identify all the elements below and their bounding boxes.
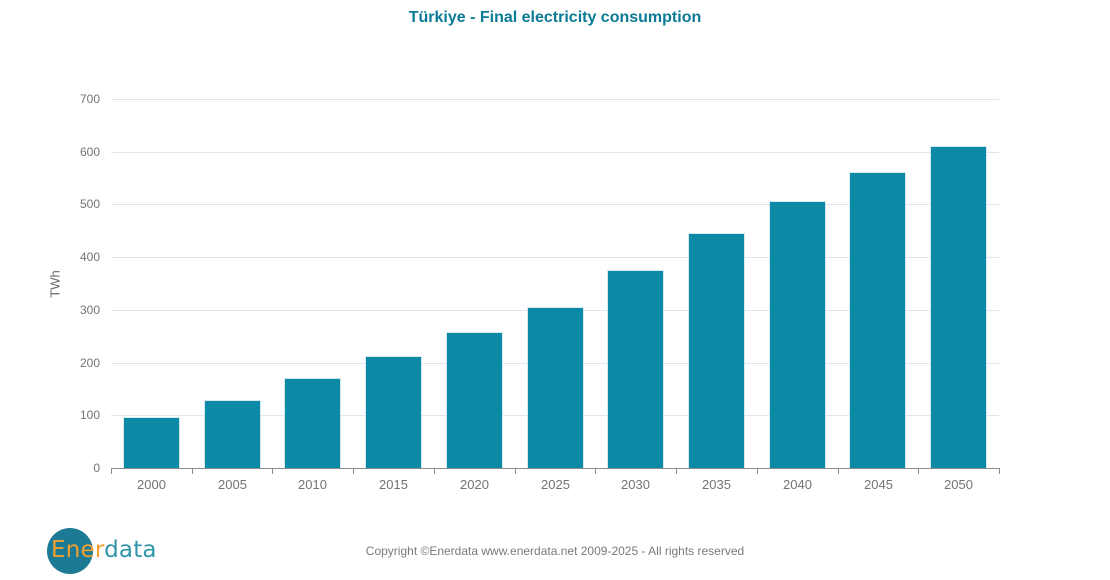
x-axis-tick: [353, 468, 354, 474]
y-axis-tick-label: 300: [79, 303, 100, 317]
y-axis-tick-label: 600: [79, 145, 100, 159]
x-axis-tick: [838, 468, 839, 474]
gridline-600: [111, 152, 999, 153]
chart-title: Türkiye - Final electricity consumption: [408, 9, 702, 26]
bar-2010[interactable]: [284, 378, 341, 468]
y-axis-tick-label: 0: [93, 461, 100, 475]
logo-text-ener: Ener: [51, 537, 105, 563]
x-axis-label-2010: 2010: [298, 477, 327, 492]
y-axis-tick-label: 700: [79, 92, 100, 106]
bar-2020[interactable]: [446, 332, 503, 468]
x-axis-label-2035: 2035: [702, 477, 731, 492]
x-axis-label-2030: 2030: [621, 477, 650, 492]
x-axis-label-2005: 2005: [218, 477, 247, 492]
x-axis-tick: [515, 468, 516, 474]
x-axis-tick: [111, 468, 112, 474]
copyright-text: Copyright ©Enerdata www.enerdata.net 200…: [365, 544, 745, 558]
x-axis-tick: [434, 468, 435, 474]
bar-2050[interactable]: [930, 146, 987, 468]
logo-text-data: data: [104, 537, 157, 563]
x-axis-label-2050: 2050: [944, 477, 973, 492]
x-axis-label-2015: 2015: [379, 477, 408, 492]
x-axis-tick: [918, 468, 919, 474]
y-axis-tick-label: 500: [79, 197, 100, 211]
x-axis-label-2040: 2040: [783, 477, 812, 492]
bar-2040[interactable]: [769, 201, 826, 468]
logo-text: Enerdata: [51, 537, 157, 563]
x-axis-tick: [676, 468, 677, 474]
x-axis-tick: [999, 468, 1000, 474]
x-axis-label-2000: 2000: [137, 477, 166, 492]
bar-2015[interactable]: [365, 356, 422, 468]
bar-2025[interactable]: [527, 307, 584, 468]
x-axis-label-2025: 2025: [541, 477, 570, 492]
bar-2030[interactable]: [607, 270, 664, 468]
bar-2035[interactable]: [688, 233, 745, 468]
gridline-500: [111, 204, 999, 205]
bar-2000[interactable]: [123, 417, 180, 468]
gridline-700: [111, 99, 999, 100]
x-axis-tick: [192, 468, 193, 474]
x-axis-tick: [595, 468, 596, 474]
enerdata-logo[interactable]: Enerdata: [47, 528, 187, 574]
logo-circle-icon: [47, 528, 93, 574]
x-axis-label-2045: 2045: [864, 477, 893, 492]
gridline-400: [111, 257, 999, 258]
y-axis-tick-label: 200: [79, 356, 100, 370]
bar-2005[interactable]: [204, 400, 261, 468]
y-axis-tick-label: 100: [79, 408, 100, 422]
x-axis-label-2020: 2020: [460, 477, 489, 492]
bar-2045[interactable]: [849, 172, 906, 468]
x-axis-tick: [272, 468, 273, 474]
x-axis-line: [111, 468, 1000, 469]
x-axis-tick: [757, 468, 758, 474]
y-axis-tick-label: 400: [79, 250, 100, 264]
